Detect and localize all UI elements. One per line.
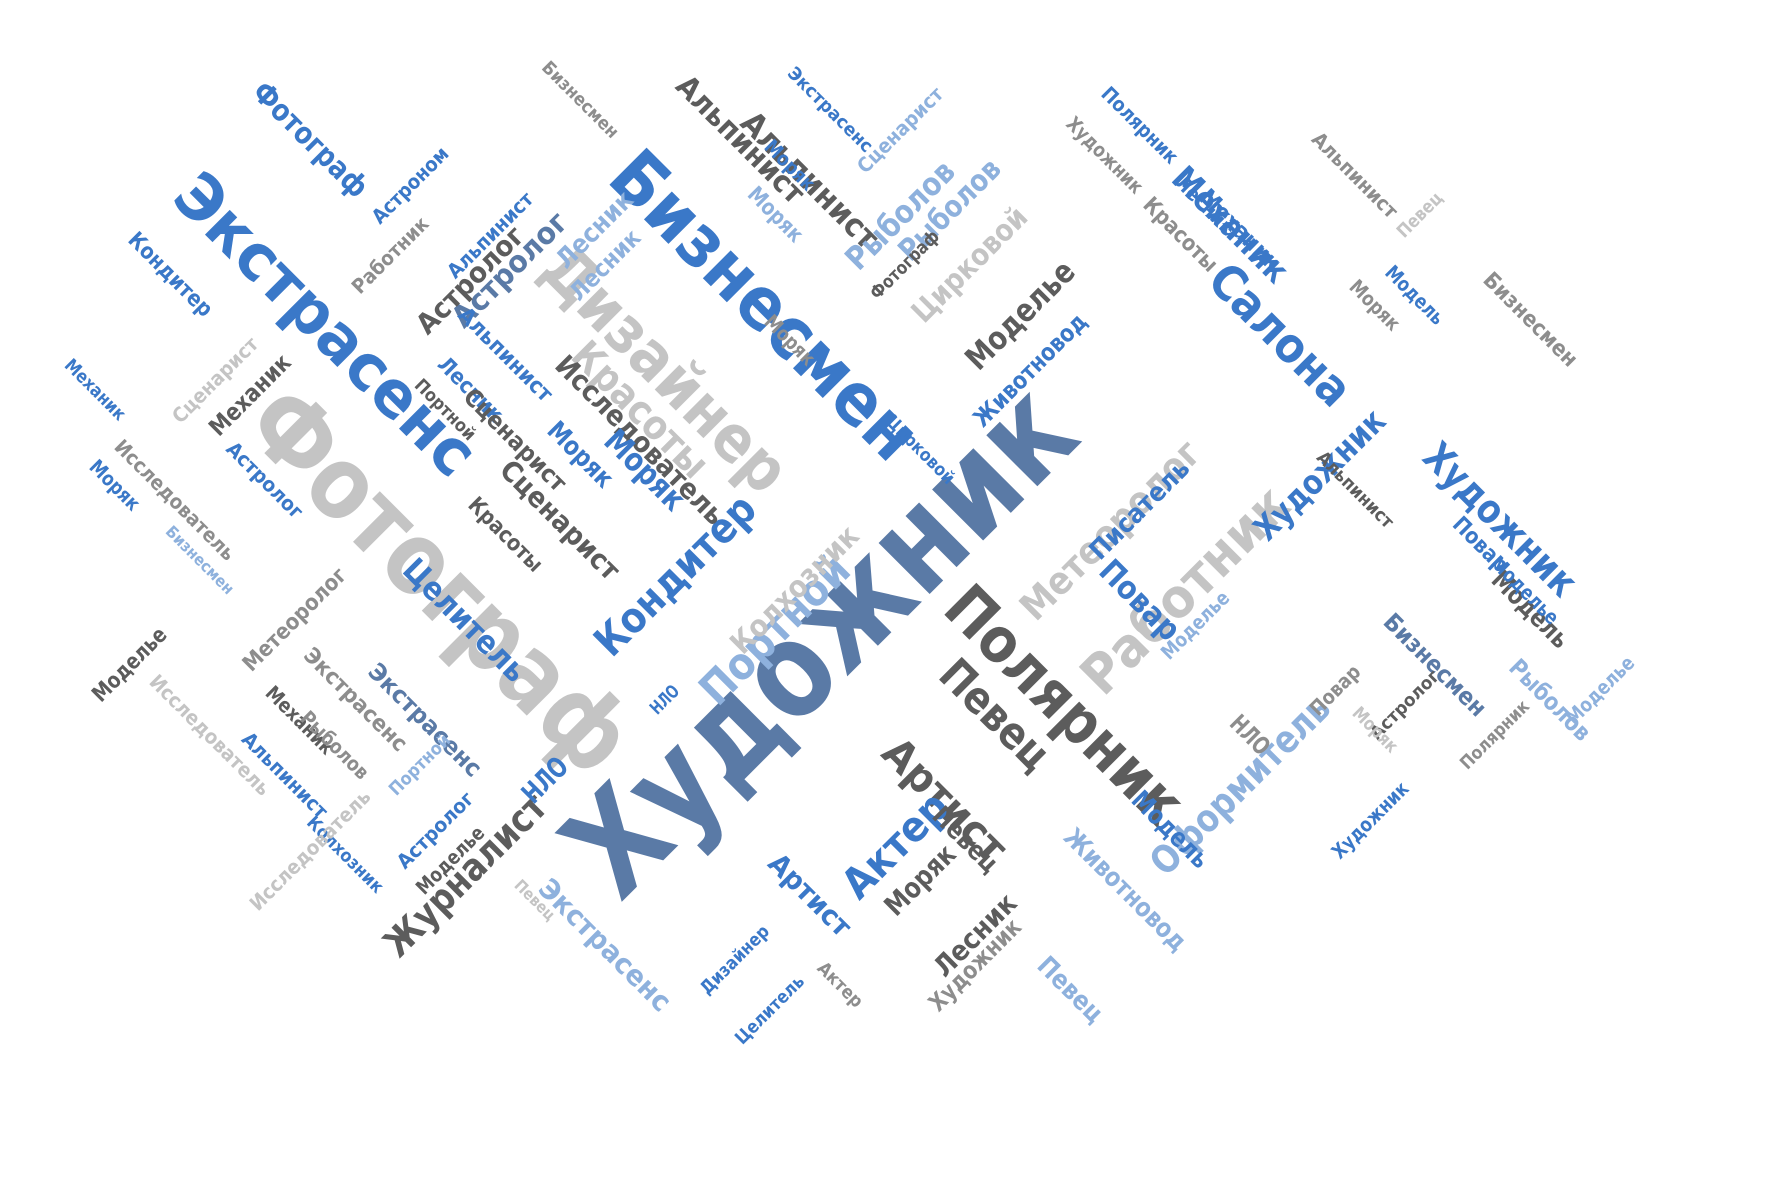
word-cloud-word: Целитель bbox=[731, 971, 809, 1049]
word-cloud-word: Фотограф bbox=[245, 75, 375, 205]
word-cloud-word: Метеоролог bbox=[238, 563, 352, 677]
word-cloud-word: Механик bbox=[60, 355, 130, 425]
word-cloud-word: Дизайнер bbox=[696, 921, 774, 999]
word-cloud-word: Работник bbox=[347, 212, 434, 299]
word-cloud-word: Актер bbox=[813, 958, 867, 1012]
word-cloud-word: Альпинист bbox=[1307, 127, 1404, 224]
word-cloud-word: Художник bbox=[1246, 401, 1394, 549]
word-cloud-word: Астроном bbox=[367, 142, 454, 229]
word-cloud-word: Моделье bbox=[1561, 651, 1639, 729]
word-cloud-word: Певец bbox=[1031, 951, 1109, 1029]
word-cloud-word: Певец bbox=[1393, 188, 1447, 242]
word-cloud-word: Бизнесмен bbox=[537, 57, 623, 143]
word-cloud-word: Бизнесмен bbox=[1478, 268, 1583, 373]
word-cloud-word: Художник bbox=[1327, 777, 1414, 864]
